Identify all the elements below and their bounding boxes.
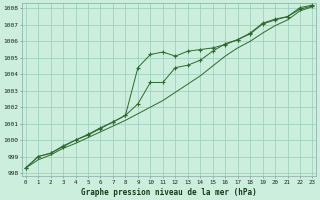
X-axis label: Graphe pression niveau de la mer (hPa): Graphe pression niveau de la mer (hPa) (81, 188, 257, 197)
